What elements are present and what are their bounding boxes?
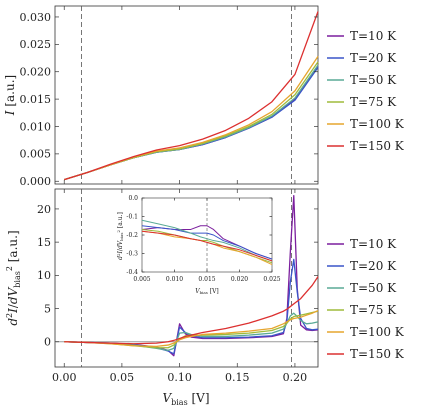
series-line-t-150-k bbox=[64, 276, 319, 345]
series-line-t-20-k bbox=[64, 66, 319, 181]
x-tick-label: 0.015 bbox=[198, 276, 215, 283]
legend-top: T=10 K T=20 K T=50 K T=75 K T=100 K T=150 K bbox=[327, 29, 405, 153]
legend-label: T=150 K bbox=[350, 347, 405, 361]
inset-y-axis-label: d2I/dVbias2 [a.u.] bbox=[116, 212, 124, 260]
legend-item-t-75-k: T=75 K bbox=[327, 95, 397, 109]
y-tick-label: 10 bbox=[37, 269, 51, 282]
legend-item-t-100-k: T=100 K bbox=[327, 325, 405, 339]
series-line-t-50-k bbox=[64, 312, 319, 352]
legend-bottom: T=10 K T=20 K T=50 K T=75 K T=100 K T=150 K bbox=[327, 237, 405, 361]
y-tick-label: 0.005 bbox=[20, 148, 52, 161]
y-tick-label: -0.2 bbox=[126, 232, 138, 239]
x-tick-label: 0.005 bbox=[133, 276, 150, 283]
x-tick-label: 0.025 bbox=[263, 276, 280, 283]
inset-x-axis-label: Vbias [V] bbox=[195, 288, 219, 295]
legend-label: T=100 K bbox=[350, 325, 405, 339]
legend-label: T=10 K bbox=[350, 237, 397, 251]
current-panel: 0.000 0.005 0.010 0.015 0.020 0.025 0.030 I [a… bbox=[3, 5, 319, 188]
inset-plot: 0.0 -0.1 -0.2 -0.3 -0.40.005 0.010 0.015 0.020 0… bbox=[116, 195, 281, 295]
series-line-t-75-k bbox=[64, 61, 319, 181]
y-tick-label: -0.4 bbox=[126, 269, 138, 276]
series-line-t-75-k bbox=[64, 310, 319, 349]
d2-plot-area: 0 5 10 15 20 0.00 0.05 0.10 0.15 0.20 bbox=[37, 189, 319, 384]
legend-item-t-75-k: T=75 K bbox=[327, 303, 397, 317]
y-tick-label: 15 bbox=[37, 236, 51, 249]
legend-label: T=50 K bbox=[350, 73, 397, 87]
x-tick-label: 0.05 bbox=[110, 371, 135, 384]
current-plot-frame bbox=[54, 5, 319, 185]
series-line-t-150-k bbox=[64, 11, 319, 181]
y-tick-label: 0.020 bbox=[20, 66, 52, 79]
y-tick-label: 20 bbox=[37, 203, 51, 216]
legend-item-t-150-k: T=150 K bbox=[327, 347, 405, 361]
x-tick-label: 0.00 bbox=[52, 371, 77, 384]
y-tick-label: 0.015 bbox=[20, 93, 52, 106]
legend-label: T=20 K bbox=[350, 259, 397, 273]
series-line-t-10-k bbox=[64, 65, 319, 181]
inset-plot-area: 0.0 -0.1 -0.2 -0.3 -0.40.005 0.010 0.015 0.020 0… bbox=[126, 195, 280, 283]
legend-item-t-20-k: T=20 K bbox=[327, 51, 397, 65]
legend-label: T=150 K bbox=[350, 139, 405, 153]
series-line-t-100-k bbox=[64, 309, 319, 348]
current-plot-area: 0.000 0.005 0.010 0.015 0.020 0.025 0.030 bbox=[20, 6, 319, 188]
series-line-t-50-k bbox=[64, 64, 319, 181]
svg-text:I [a.u.]: I [a.u.] bbox=[3, 75, 17, 116]
y-tick-label: -0.1 bbox=[126, 214, 138, 221]
y-tick-label: 0.030 bbox=[20, 11, 52, 24]
d2-panel: 0 5 10 15 20 0.00 0.05 0.10 0.15 0.20 d2I/dVbias2… bbox=[5, 188, 319, 407]
x-tick-label: 0.20 bbox=[283, 371, 308, 384]
x-tick-label: 0.020 bbox=[231, 276, 248, 283]
legend-item-t-10-k: T=10 K bbox=[327, 29, 397, 43]
legend-item-t-50-k: T=50 K bbox=[327, 73, 397, 87]
y-tick-label: 0 bbox=[44, 336, 51, 349]
inset-background bbox=[117, 197, 275, 295]
d2-plot-frame bbox=[54, 188, 319, 368]
x-tick-label: 0.010 bbox=[166, 276, 183, 283]
legend-label: T=75 K bbox=[350, 303, 397, 317]
legend-item-t-50-k: T=50 K bbox=[327, 281, 397, 295]
y-tick-label: 0.025 bbox=[20, 38, 52, 51]
svg-text:d2I/dVbias2 [a.u.]: d2I/dVbias2 [a.u.] bbox=[116, 212, 124, 260]
current-y-axis-label: I [a.u.] bbox=[3, 75, 17, 116]
svg-text:d2I/dVbias2 [a.u.]: d2I/dVbias2 [a.u.] bbox=[5, 230, 22, 325]
legend-label: T=100 K bbox=[350, 117, 405, 131]
legend-item-t-10-k: T=10 K bbox=[327, 237, 397, 251]
legend-item-t-100-k: T=100 K bbox=[327, 117, 405, 131]
y-tick-label: 0.0 bbox=[128, 195, 138, 202]
legend-label: T=75 K bbox=[350, 95, 397, 109]
series-line-t-150-k bbox=[141, 230, 273, 262]
x-tick-label: 0.10 bbox=[167, 371, 192, 384]
y-tick-label: 5 bbox=[44, 302, 51, 315]
legend-item-t-150-k: T=150 K bbox=[327, 139, 405, 153]
y-tick-label: -0.3 bbox=[126, 251, 138, 258]
series-line-t-100-k bbox=[64, 56, 319, 181]
svg-text:Vbias [V]: Vbias [V] bbox=[195, 288, 219, 295]
x-tick-label: 0.15 bbox=[225, 371, 250, 384]
legend-label: T=50 K bbox=[350, 281, 397, 295]
series-line-t-20-k bbox=[141, 225, 273, 260]
d2-y-axis-label: d2I/dVbias2 [a.u.] bbox=[5, 230, 22, 325]
svg-text:Vbias [V]: Vbias [V] bbox=[162, 391, 209, 407]
y-tick-label: 0.010 bbox=[20, 120, 52, 133]
y-tick-label: 0.000 bbox=[20, 175, 52, 188]
legend-label: T=20 K bbox=[350, 51, 397, 65]
x-axis-label: Vbias [V] bbox=[162, 391, 209, 407]
legend-label: T=10 K bbox=[350, 29, 397, 43]
legend-item-t-20-k: T=20 K bbox=[327, 259, 397, 273]
series-line-t-50-k bbox=[141, 219, 273, 262]
